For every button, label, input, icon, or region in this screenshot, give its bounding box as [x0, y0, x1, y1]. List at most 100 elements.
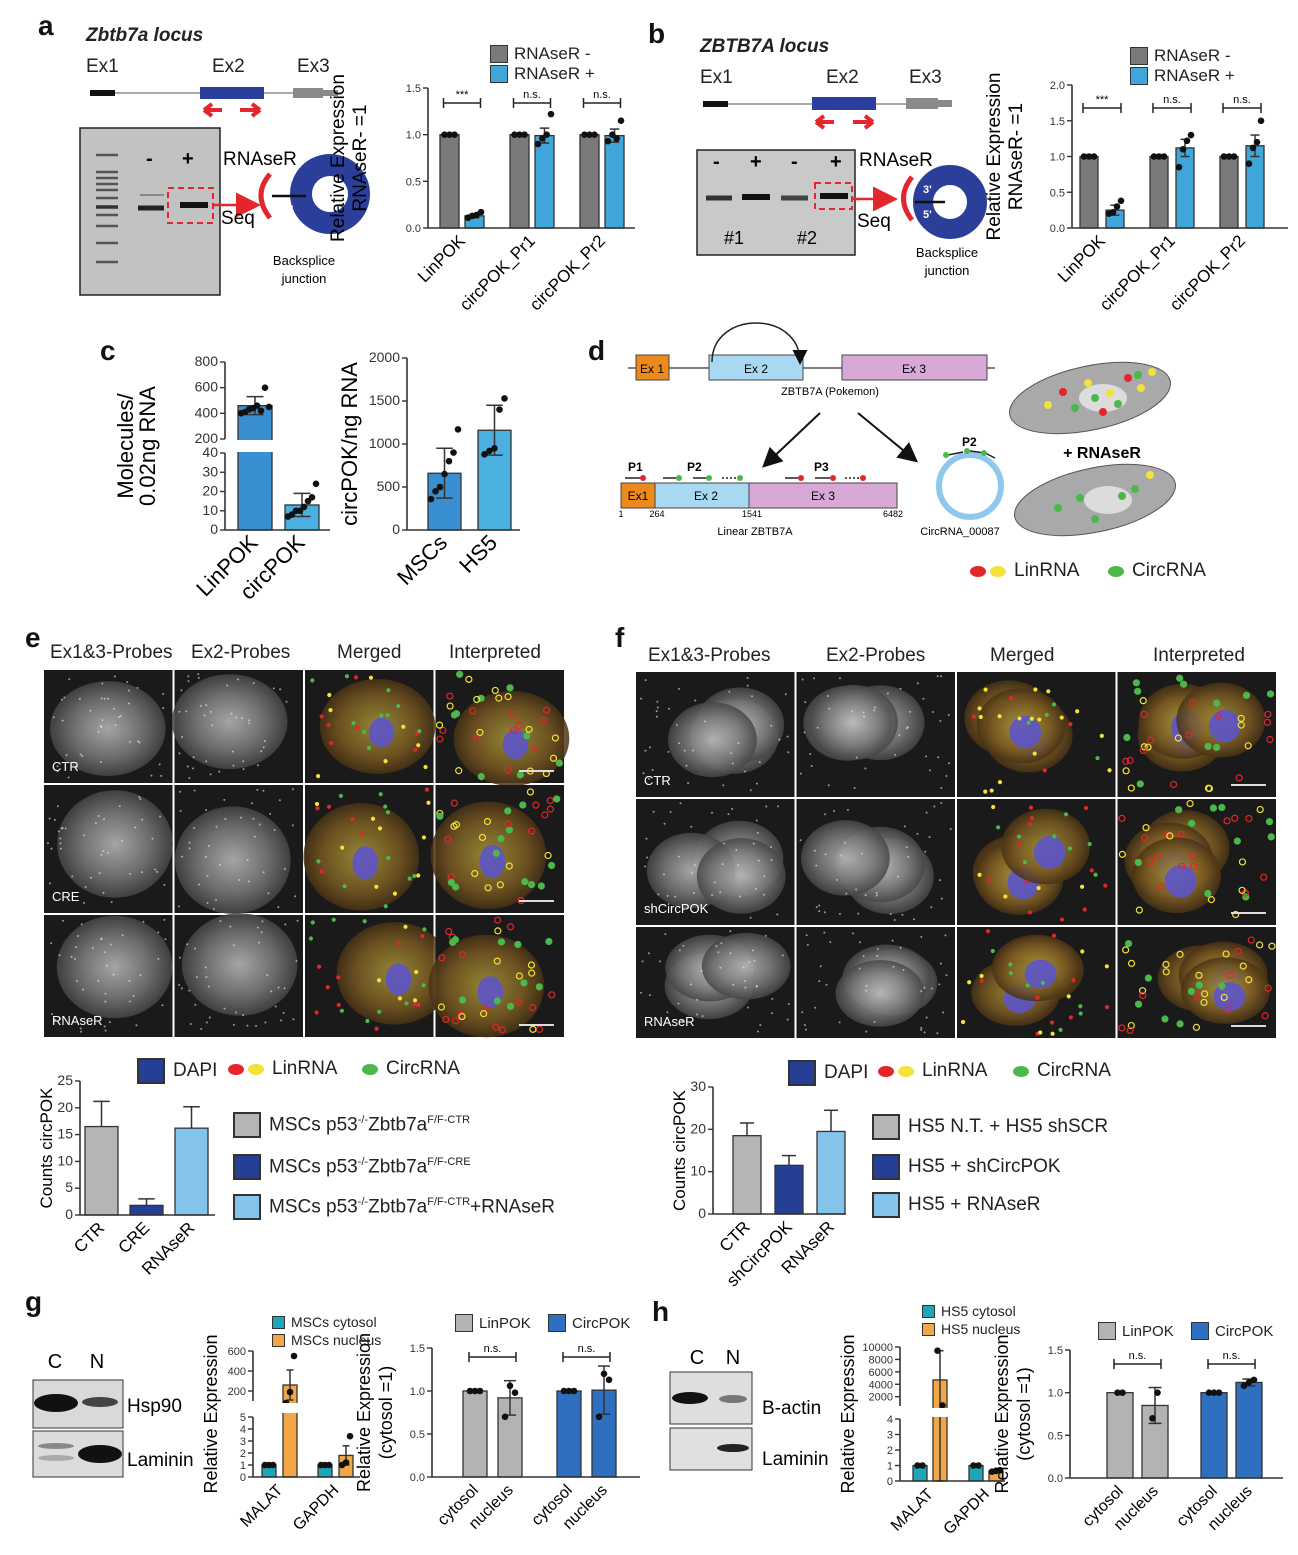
sample-label: #1	[724, 228, 744, 248]
micrograph-tile	[1117, 672, 1276, 797]
y-tick-label: 4000	[869, 1379, 893, 1391]
y-tick-label: 200	[195, 430, 219, 446]
y-tick-label: 0	[240, 1472, 246, 1484]
data-point	[501, 1413, 509, 1421]
legend-item: LinRNA	[878, 1060, 987, 1082]
data-point	[471, 1387, 479, 1395]
x-tick-label: CRE	[115, 1218, 154, 1257]
data-point	[914, 1462, 921, 1469]
legend-item: MSCs nucleus	[272, 1332, 381, 1348]
exon-label: Ex1	[628, 489, 649, 503]
gene-name: ZBTB7A (Pokemon)	[781, 386, 879, 398]
bar	[129, 1204, 164, 1216]
legend-item: HS5 cytosol	[922, 1303, 1016, 1319]
row-label: shCircPOK	[644, 901, 709, 916]
data-point	[996, 1466, 1004, 1474]
y-axis-label: Counts circPOK	[37, 1087, 56, 1209]
data-point	[1175, 163, 1183, 171]
exon1-block	[90, 90, 115, 96]
y-tick-label: 2000	[869, 1392, 893, 1404]
y-tick-label: 400	[228, 1366, 246, 1378]
x-tick-label: MALAT	[237, 1482, 286, 1531]
exon-label: Ex 2	[744, 362, 768, 376]
probe-label: P3	[814, 460, 829, 474]
row-label: CTR	[644, 773, 671, 788]
chart-c: MSCs HS5 0 500 1000 1500 2000 circPOK/ng RNA	[337, 349, 520, 590]
y-tick-label: 5	[240, 1412, 246, 1424]
bar	[439, 134, 460, 229]
y-tick-label: 500	[377, 478, 401, 494]
y-axis-label: Molecules/	[113, 393, 138, 499]
primer-arrow-icon	[814, 114, 834, 130]
legend-item: CircPOK	[548, 1314, 630, 1332]
micrograph-tile	[171, 670, 303, 783]
y-axis-label: (cytosol =1)	[1014, 1367, 1034, 1461]
legend-item: CircRNA	[1108, 560, 1206, 582]
y-tick-label: 0.5	[410, 1429, 425, 1441]
data-point	[1150, 153, 1158, 160]
bar	[534, 134, 555, 229]
bar	[1106, 1392, 1134, 1479]
y-tick-label: 0.0	[406, 223, 421, 235]
exon-label: Ex1	[86, 56, 119, 77]
y-tick-label: 0.5	[1048, 1430, 1063, 1442]
bar	[84, 1125, 119, 1216]
y-tick-label: 8000	[869, 1354, 893, 1366]
row-label: CRE	[52, 889, 80, 904]
data-point	[600, 1370, 608, 1378]
panel-label-b: b	[648, 18, 666, 49]
legend-item: MSCs cytosol	[272, 1314, 377, 1330]
data-point	[617, 117, 625, 124]
y-tick-label: 2.0	[1050, 80, 1065, 92]
column-header: Merged	[337, 642, 402, 663]
y-tick-label: 1500	[369, 392, 400, 408]
y-tick-label: 20	[57, 1099, 73, 1115]
panel-b-gel: - + - + RNAseR #1 #2 Seq 3' 5' Backsplic…	[696, 149, 987, 278]
data-point	[605, 1376, 613, 1384]
legend-item: CircPOK	[1191, 1322, 1273, 1340]
y-tick-label: 0.5	[406, 176, 421, 188]
data-point	[342, 1459, 350, 1466]
micrograph-tile	[796, 799, 955, 925]
y-axis-label: (cytosol =1)	[376, 1366, 396, 1460]
primer-arrow-icon	[853, 114, 875, 130]
position-label: 6482	[883, 509, 903, 519]
data-point	[1257, 117, 1265, 125]
gene-exon3	[841, 354, 988, 381]
bar	[1079, 155, 1099, 229]
y-tick-label: 40	[202, 444, 218, 460]
micrograph-tile	[174, 913, 303, 1037]
data-point	[476, 1387, 484, 1395]
y-tick-label: 1.5	[410, 1343, 425, 1355]
significance-bracket	[512, 98, 552, 108]
legend-item: RNAseR +	[1130, 66, 1235, 86]
data-point	[521, 131, 528, 138]
data-point	[261, 384, 269, 391]
legend-item: MSCs p53-/-Zbtb7aF/F-CTR	[233, 1112, 470, 1138]
data-point	[477, 208, 485, 216]
gene-exon2	[708, 354, 804, 381]
y-tick-label: 20	[690, 1120, 706, 1136]
y-tick-label: 10	[57, 1152, 73, 1168]
significance-bracket	[1082, 103, 1122, 113]
y-tick-label: 10	[690, 1163, 706, 1179]
lane-label: -	[146, 148, 153, 170]
data-point	[1085, 153, 1093, 160]
data-point	[934, 1347, 941, 1355]
y-tick-label: 4	[240, 1424, 246, 1436]
significance-label: n.s.	[484, 1343, 502, 1355]
lane-label: +	[750, 151, 762, 173]
transcript-name: Linear ZBTB7A	[717, 526, 793, 538]
selected-band-box	[814, 182, 853, 210]
y-axis-label: Relative Expression	[992, 1334, 1012, 1493]
data-point	[595, 1413, 603, 1421]
micrograph-tile: CRE	[44, 785, 173, 913]
bar	[968, 1464, 984, 1482]
bar	[509, 134, 530, 229]
panel-label-e: e	[25, 622, 41, 653]
data-point	[1090, 153, 1098, 160]
micrograph-tile	[305, 915, 453, 1037]
micrograph-tile	[435, 670, 570, 786]
probe-label: P2	[962, 435, 977, 449]
